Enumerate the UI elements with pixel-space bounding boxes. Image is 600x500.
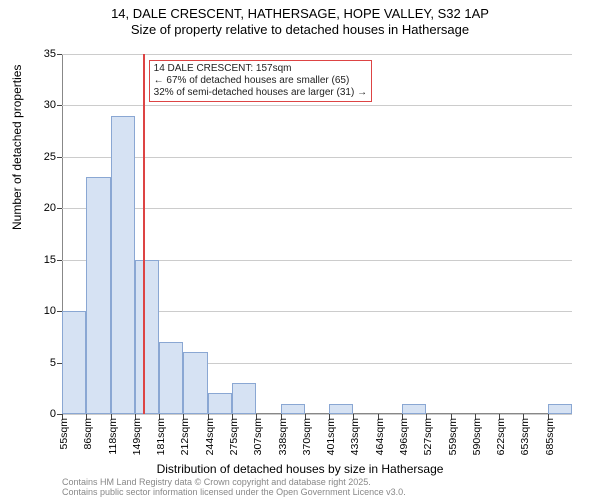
y-axis-label: Number of detached properties bbox=[10, 65, 24, 230]
x-tick-label: 55sqm bbox=[58, 418, 70, 450]
annotation-line1: 14 DALE CRESCENT: 157sqm bbox=[154, 63, 367, 75]
grid-line bbox=[62, 414, 572, 415]
grid-line bbox=[62, 54, 572, 55]
x-tick-label: 433sqm bbox=[349, 418, 361, 455]
chart-title: 14, DALE CRESCENT, HATHERSAGE, HOPE VALL… bbox=[0, 0, 600, 39]
histogram-bar bbox=[329, 404, 353, 414]
x-tick-label: 653sqm bbox=[519, 418, 531, 455]
grid-line bbox=[62, 105, 572, 106]
annotation-line3: 32% of semi-detached houses are larger (… bbox=[154, 87, 367, 99]
grid-line bbox=[62, 208, 572, 209]
x-tick-label: 338sqm bbox=[277, 418, 289, 455]
x-tick-label: 307sqm bbox=[252, 418, 264, 455]
x-tick-label: 401sqm bbox=[325, 418, 337, 455]
x-tick-label: 527sqm bbox=[422, 418, 434, 455]
y-tick-label: 35 bbox=[44, 48, 56, 60]
x-axis-label: Distribution of detached houses by size … bbox=[0, 462, 600, 476]
y-tick-label: 10 bbox=[44, 305, 56, 317]
histogram-bar bbox=[183, 352, 207, 414]
x-tick-label: 685sqm bbox=[544, 418, 556, 455]
x-tick-label: 149sqm bbox=[131, 418, 143, 455]
grid-line bbox=[62, 157, 572, 158]
histogram-bar bbox=[548, 404, 572, 414]
y-tick-mark bbox=[57, 105, 62, 106]
y-tick-mark bbox=[57, 157, 62, 158]
footnote-line2: Contains public sector information licen… bbox=[62, 488, 406, 498]
title-line1: 14, DALE CRESCENT, HATHERSAGE, HOPE VALL… bbox=[0, 6, 600, 22]
plot-area: 0510152025303555sqm86sqm118sqm149sqm181s… bbox=[62, 54, 572, 414]
annotation-line2: ← 67% of detached houses are smaller (65… bbox=[154, 75, 367, 87]
y-tick-label: 0 bbox=[50, 408, 56, 420]
chart-container: 14, DALE CRESCENT, HATHERSAGE, HOPE VALL… bbox=[0, 0, 600, 500]
y-tick-mark bbox=[57, 54, 62, 55]
x-tick-label: 559sqm bbox=[447, 418, 459, 455]
annotation-box: 14 DALE CRESCENT: 157sqm← 67% of detache… bbox=[149, 60, 372, 102]
y-tick-label: 25 bbox=[44, 151, 56, 163]
histogram-bar bbox=[402, 404, 426, 414]
marker-line bbox=[143, 54, 145, 414]
histogram-bar bbox=[208, 393, 232, 414]
y-tick-mark bbox=[57, 208, 62, 209]
histogram-bar bbox=[86, 177, 110, 414]
x-tick-label: 181sqm bbox=[155, 418, 167, 455]
histogram-bar bbox=[62, 311, 86, 414]
y-tick-label: 20 bbox=[44, 202, 56, 214]
x-tick-label: 496sqm bbox=[398, 418, 410, 455]
histogram-bar bbox=[281, 404, 305, 414]
x-tick-label: 622sqm bbox=[495, 418, 507, 455]
histogram-bar bbox=[159, 342, 183, 414]
footnote: Contains HM Land Registry data © Crown c… bbox=[62, 478, 406, 498]
title-line2: Size of property relative to detached ho… bbox=[0, 22, 600, 38]
y-tick-mark bbox=[57, 260, 62, 261]
histogram-bar bbox=[111, 116, 135, 414]
x-tick-label: 370sqm bbox=[301, 418, 313, 455]
histogram-bar bbox=[135, 260, 159, 414]
y-tick-label: 30 bbox=[44, 99, 56, 111]
x-tick-label: 244sqm bbox=[204, 418, 216, 455]
y-tick-label: 15 bbox=[44, 254, 56, 266]
y-tick-label: 5 bbox=[50, 357, 56, 369]
histogram-bar bbox=[232, 383, 256, 414]
x-tick-label: 464sqm bbox=[374, 418, 386, 455]
x-tick-label: 118sqm bbox=[107, 418, 119, 455]
x-tick-label: 212sqm bbox=[179, 418, 191, 455]
x-tick-label: 275sqm bbox=[228, 418, 240, 455]
x-tick-label: 86sqm bbox=[82, 418, 94, 450]
x-tick-label: 590sqm bbox=[471, 418, 483, 455]
